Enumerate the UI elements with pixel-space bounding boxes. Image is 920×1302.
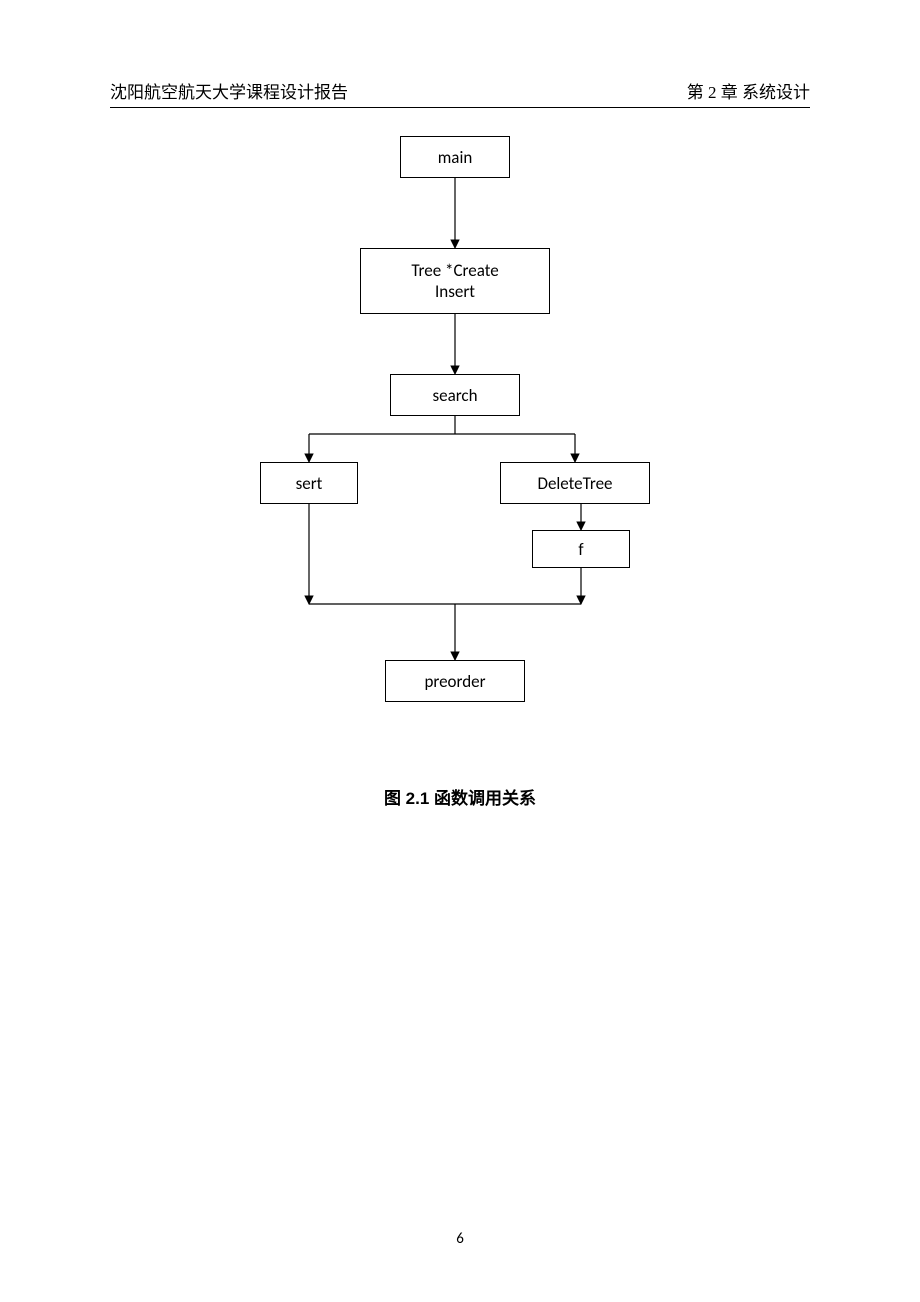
flow-node-f: f	[532, 530, 630, 568]
flow-node-sert: sert	[260, 462, 358, 504]
page-number: 6	[0, 1230, 920, 1248]
page-header: 沈阳航空航天大学课程设计报告 第 2 章 系统设计	[110, 78, 810, 108]
flow-node-create: Tree *CreateInsert	[360, 248, 550, 314]
flow-node-label: Insert	[435, 281, 475, 302]
flow-node-label: sert	[296, 473, 323, 494]
flowchart-diagram: main Tree *CreateInsert search sert DeleteTr…	[110, 136, 810, 756]
flow-node-delete: DeleteTree	[500, 462, 650, 504]
flow-node-label: preorder	[424, 671, 485, 692]
flow-node-label: main	[438, 147, 473, 168]
header-left: 沈阳航空航天大学课程设计报告	[110, 78, 348, 103]
figure-caption: 图 2.1 函数调用关系	[0, 784, 920, 809]
flow-node-search: search	[390, 374, 520, 416]
flow-node-label: Tree *Create	[411, 260, 498, 281]
flow-node-preorder: preorder	[385, 660, 525, 702]
header-right: 第 2 章 系统设计	[687, 78, 810, 103]
flow-node-label: search	[432, 385, 477, 406]
page: 沈阳航空航天大学课程设计报告 第 2 章 系统设计 main Tree *Crea…	[0, 0, 920, 1302]
flow-node-label: f	[578, 539, 583, 560]
flow-node-main: main	[400, 136, 510, 178]
flow-node-label: DeleteTree	[537, 473, 612, 494]
